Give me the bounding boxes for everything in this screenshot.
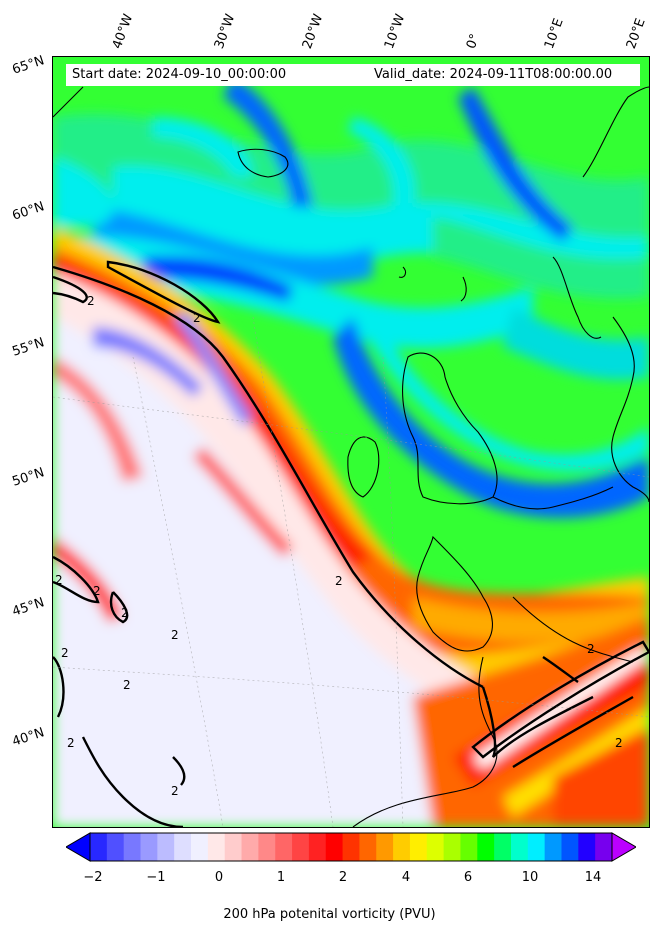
contour-label: 2	[121, 606, 129, 620]
colorbar-segment	[174, 833, 192, 861]
colorbar-tick: 0	[214, 870, 224, 885]
colorbar-segment	[527, 833, 546, 861]
colorbar-tick: −2	[83, 870, 103, 885]
lat-label: 50°N	[10, 465, 47, 490]
contour-label: 2	[61, 646, 69, 660]
contour-label: 2	[171, 628, 179, 642]
lon-label: 10°W	[381, 12, 409, 51]
contour-label: 2	[67, 736, 75, 750]
lon-label: 20°W	[299, 12, 327, 51]
contour-label: 2	[93, 584, 101, 598]
contour-label: 2	[335, 574, 343, 588]
colorbar-max-extend	[611, 832, 636, 862]
colorbar-segment	[409, 833, 428, 861]
colorbar-segment	[258, 833, 276, 861]
lon-label: 10°E	[541, 16, 567, 51]
graticule	[53, 316, 649, 827]
colorbar-segment	[510, 833, 529, 861]
colorbar-segment	[275, 833, 293, 861]
lat-label: 65°N	[10, 53, 47, 78]
colorbar	[66, 832, 636, 862]
colorbar-segment	[426, 833, 445, 861]
colorbar-segment	[140, 833, 158, 861]
start-date-label: Start date: 2024-09-10_00:00:00	[66, 64, 374, 86]
colorbar-segment	[325, 833, 344, 861]
colorbar-tick: 2	[338, 870, 348, 885]
coastlines	[53, 86, 649, 827]
colorbar-segment	[123, 833, 142, 861]
lat-label: 60°N	[10, 199, 47, 224]
colorbar-segment	[342, 833, 361, 861]
colorbar-segment	[90, 833, 108, 861]
colorbar-segment	[191, 833, 209, 861]
colorbar-segment	[106, 833, 125, 861]
colorbar-segment	[376, 833, 394, 861]
lon-label: 40°W	[109, 12, 137, 51]
colorbar-segment	[578, 833, 596, 861]
colorbar-tick: −1	[146, 870, 166, 885]
lon-label: 20°E	[623, 16, 649, 51]
contour-label: 2	[123, 678, 131, 692]
lat-label: 45°N	[10, 595, 47, 620]
colorbar-segment	[494, 833, 512, 861]
colorbar-tick: 1	[276, 870, 286, 885]
colorbar-segment	[308, 833, 327, 861]
colorbar-segment	[359, 833, 377, 861]
contour-label: 2	[87, 294, 95, 308]
colorbar-segment	[393, 833, 411, 861]
colorbar-segments	[90, 833, 613, 861]
colorbar-outline	[89, 832, 613, 862]
colorbar-tick: 6	[463, 870, 473, 885]
lon-label: 30°W	[211, 12, 239, 51]
colorbar-segment	[443, 833, 462, 861]
pv-color-field	[53, 77, 649, 827]
colorbar-segment	[477, 833, 495, 861]
contour-label: 2	[171, 784, 179, 798]
colorbar-min-extend	[66, 832, 91, 862]
pv-map-field: 2 2 2 2 2 2 2 2 2 2 2 2 2	[53, 57, 649, 827]
colorbar-segment	[460, 833, 478, 861]
colorbar-segment	[561, 833, 579, 861]
colorbar-tick: 10	[521, 870, 539, 885]
lat-label: 55°N	[10, 335, 47, 360]
lon-label: 0°	[463, 31, 484, 51]
colorbar-tick: 14	[584, 870, 602, 885]
colorbar-tick: 4	[401, 870, 411, 885]
colorbar-segment	[241, 833, 259, 861]
colorbar-segment	[224, 833, 243, 861]
contour-label: 2	[55, 573, 63, 587]
colorbar-segment	[157, 833, 175, 861]
pv-2-contours	[53, 260, 649, 827]
lat-label: 40°N	[10, 725, 47, 750]
contour-label: 2	[587, 642, 595, 656]
pv-map: 2 2 2 2 2 2 2 2 2 2 2 2 2	[52, 56, 650, 828]
valid-date-label: Valid_date: 2024-09-11T08:00:00.00	[368, 64, 640, 86]
colorbar-segment	[292, 833, 310, 861]
colorbar-segment	[544, 833, 563, 861]
colorbar-label: 200 hPa potenital vorticity (PVU)	[223, 907, 436, 922]
contour-label: 2	[615, 736, 623, 750]
colorbar-segment	[595, 833, 613, 861]
colorbar-segment	[207, 833, 226, 861]
contour-label: 2	[193, 311, 201, 325]
contour-labels: 2 2 2 2 2 2 2 2 2 2 2 2 2	[55, 294, 623, 798]
